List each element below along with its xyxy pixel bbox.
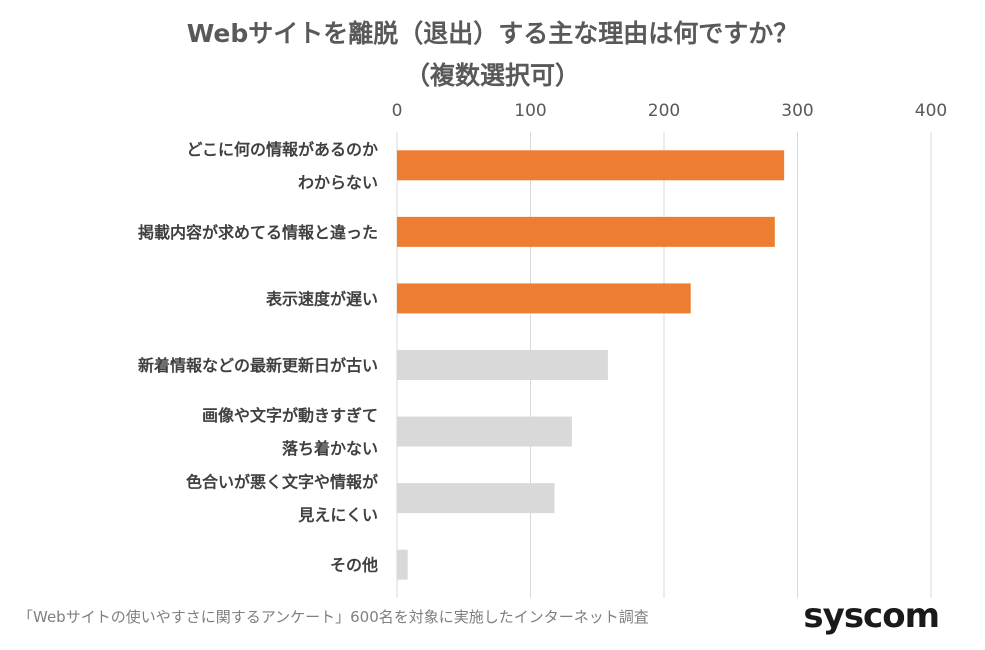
category-label: どこに何の情報があるのか <box>186 140 378 159</box>
bar <box>397 283 691 314</box>
footnote: 「Webサイトの使いやすさに関するアンケート」600名を対象に実施したインターネ… <box>18 608 649 626</box>
category-label: 色合いが悪く文字や情報が <box>186 473 378 492</box>
category-label: 落ち着かない <box>282 439 378 458</box>
bar <box>397 216 775 247</box>
category-label: 新着情報などの最新更新日が古い <box>138 356 378 375</box>
x-tick-label: 400 <box>915 101 947 121</box>
x-tick-label: 100 <box>514 101 546 121</box>
category-label: 見えにくい <box>297 506 378 525</box>
category-label: 画像や文字が動きすぎて <box>202 406 378 425</box>
bar <box>397 416 572 447</box>
bar <box>397 483 555 514</box>
x-tick-label: 0 <box>392 101 403 121</box>
chart-title: Webサイトを離脱（退出）する主な理由は何ですか？ <box>186 19 799 48</box>
x-tick-label: 300 <box>781 101 813 121</box>
category-label: その他 <box>330 556 378 575</box>
bar <box>397 350 608 380</box>
bar <box>397 150 785 181</box>
category-label: わからない <box>298 173 378 192</box>
category-label: 表示速度が遅い <box>265 289 378 308</box>
brand-logo: syscom <box>803 596 940 636</box>
x-tick-label: 200 <box>648 101 680 121</box>
bar <box>397 549 408 580</box>
category-label: 掲載内容が求めてる情報と違った <box>138 223 378 242</box>
bar-chart: 0 100 200 300 400 どこに何の情報があるのかわからない掲載内容が求めてる情… <box>138 101 947 598</box>
chart-subtitle: （複数選択可） <box>404 61 580 90</box>
